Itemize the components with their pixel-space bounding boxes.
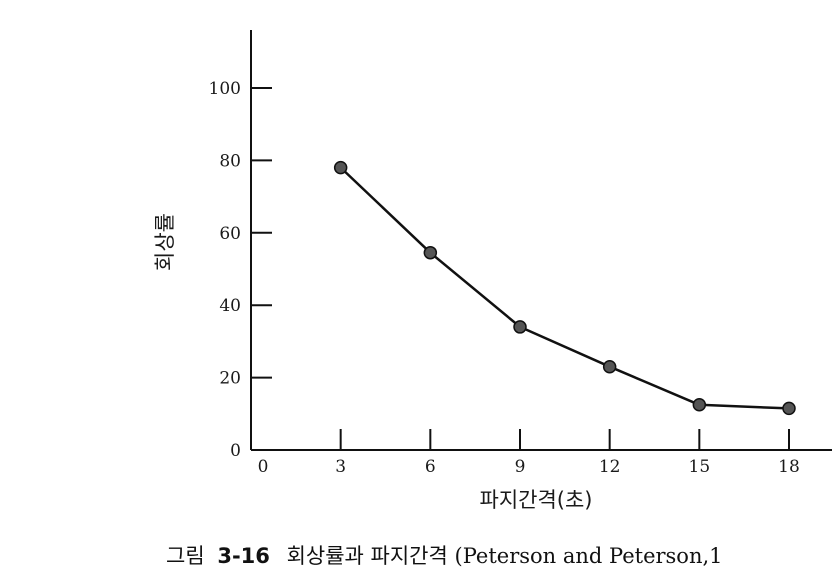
data-point bbox=[423, 245, 438, 260]
data-point bbox=[333, 160, 348, 175]
x-axis-title: 파지간격(초) bbox=[480, 488, 593, 512]
series-line bbox=[339, 166, 790, 410]
y-tick-label: 40 bbox=[219, 296, 241, 316]
x-tick-label: 0 bbox=[258, 457, 269, 477]
data-point bbox=[602, 359, 617, 374]
x-tick-label: 3 bbox=[335, 457, 346, 477]
x-tick-label: 6 bbox=[425, 457, 436, 477]
figure-label: 그림 bbox=[166, 544, 205, 568]
x-axis-ticks: 0 3 6 9 12 15 18 bbox=[258, 429, 800, 477]
chart-axes bbox=[250, 30, 832, 451]
data-point bbox=[782, 401, 796, 416]
y-axis-title: 회상률 bbox=[153, 213, 177, 271]
data-point bbox=[513, 320, 527, 334]
x-tick-label: 12 bbox=[599, 457, 621, 477]
y-tick-label: 60 bbox=[219, 224, 241, 244]
y-tick-label: 100 bbox=[209, 79, 241, 99]
figure-caption: 그림 3-16 회상률과 파지간격 (Peterson and Peterson… bbox=[166, 544, 723, 568]
data-series bbox=[333, 160, 796, 416]
y-tick-label: 80 bbox=[219, 151, 241, 171]
figure-number: 3-16 bbox=[217, 544, 270, 568]
x-tick-label: 18 bbox=[778, 457, 800, 477]
figure-caption-text: 회상률과 파지간격 bbox=[287, 544, 448, 568]
data-point bbox=[692, 398, 707, 412]
y-tick-label: 20 bbox=[219, 369, 241, 389]
y-tick-label: 0 bbox=[230, 441, 241, 461]
y-axis-ticks: 0 20 40 60 80 100 bbox=[209, 79, 272, 461]
figure-reference: (Peterson and Peterson,1 bbox=[455, 544, 723, 568]
x-tick-label: 15 bbox=[689, 457, 711, 477]
x-tick-label: 9 bbox=[515, 457, 526, 477]
